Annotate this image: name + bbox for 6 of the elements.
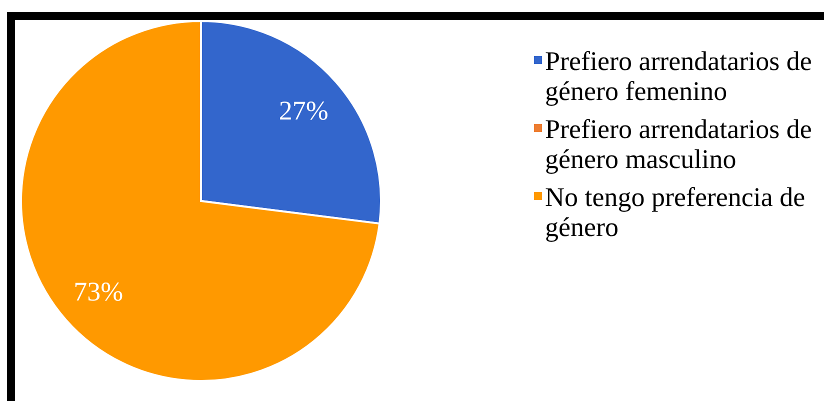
data-label: 73% [74,276,124,306]
legend-label: Prefiero arrendatarios de género masculino [545,114,812,174]
pie-slice [20,20,381,382]
legend-label: Prefiero arrendatarios de género femenino [545,46,812,106]
legend-label: No tengo preferencia de género [545,182,806,242]
data-label: 27% [278,96,328,126]
